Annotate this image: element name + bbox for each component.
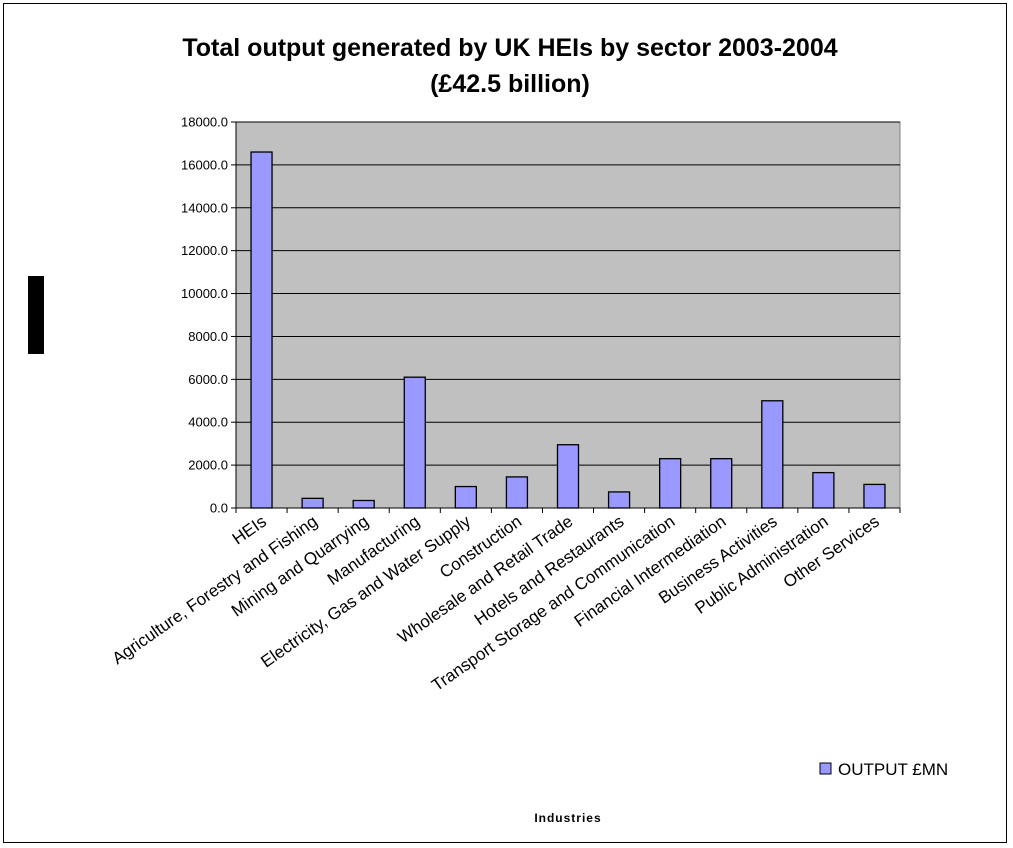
plot-background [235,121,901,509]
bar [301,497,324,509]
y-tick-label: 10000.0 [181,286,228,301]
bar [454,485,477,509]
bar [659,458,682,509]
plot-area: 0.0 2000.0 4000.0 6000.0 8000.0 10000.0 12000.… [109,115,901,695]
y-tick-label: 14000.0 [181,200,228,215]
legend: OUTPUT £MN [819,760,948,779]
bar [812,471,835,509]
chart-title: Total output generated by UK HEIs by sec… [182,34,837,62]
black-marker [28,276,44,354]
bar [403,376,426,509]
y-tick-label: 18000.0 [181,115,228,130]
bar [352,499,375,509]
y-tick-label: 0.0 [210,501,228,516]
x-axis-label: Industries [534,811,601,825]
bar [607,491,631,509]
bar [710,458,733,509]
bar [863,483,886,509]
bar [556,444,580,509]
y-tick-label: 6000.0 [188,372,228,387]
bar [761,400,784,509]
legend-label: OUTPUT £MN [838,760,948,779]
y-tick-label: 2000.0 [188,458,228,473]
bar [250,151,273,509]
y-tick-label: 4000.0 [188,415,228,430]
x-tick-label: HEIs [229,512,270,549]
y-tick-label: 12000.0 [181,243,228,258]
y-tick-label: 16000.0 [181,157,228,172]
y-tick-label: 8000.0 [188,329,228,344]
chart-subtitle: (£42.5 billion) [430,70,590,98]
legend-swatch [819,762,832,775]
bar [505,476,529,509]
